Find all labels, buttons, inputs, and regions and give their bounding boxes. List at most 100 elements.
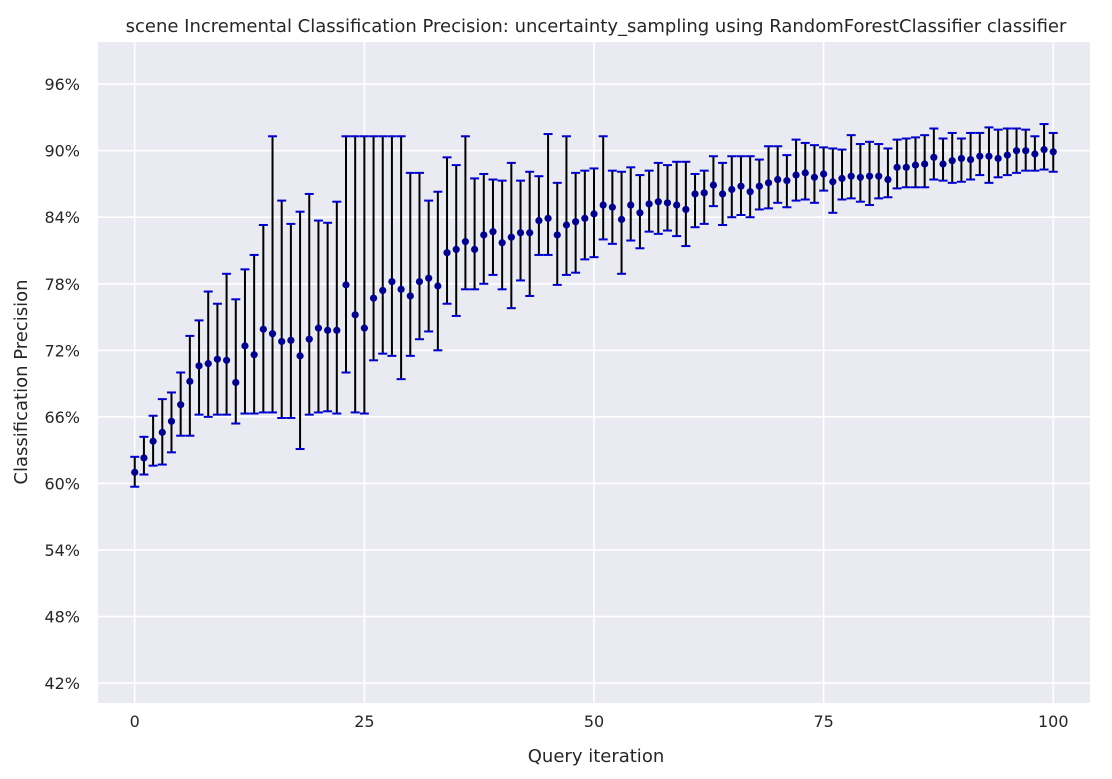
data-point	[452, 245, 460, 253]
data-point	[470, 245, 479, 253]
data-point	[1049, 148, 1057, 156]
data-point	[443, 249, 451, 257]
data-point	[351, 311, 359, 319]
data-point	[893, 163, 901, 171]
data-point	[250, 351, 258, 359]
data-point	[911, 161, 920, 169]
y-tick-label: 78%	[44, 275, 80, 294]
data-point	[820, 170, 828, 178]
y-tick-label: 66%	[44, 408, 80, 427]
data-point	[296, 352, 304, 360]
data-point	[985, 152, 993, 160]
data-point	[792, 171, 800, 179]
data-point	[1031, 150, 1039, 158]
data-point	[718, 190, 727, 198]
data-point	[406, 292, 414, 300]
data-point	[617, 215, 626, 224]
data-point	[829, 178, 837, 186]
x-tick-label: 75	[813, 712, 833, 731]
data-point	[801, 169, 809, 177]
data-point	[195, 362, 203, 370]
data-point	[544, 214, 552, 222]
x-tick-label: 0	[130, 712, 140, 731]
data-point	[489, 228, 497, 236]
data-point	[213, 355, 222, 363]
x-axis-label: Query iteration	[528, 746, 664, 767]
data-point	[388, 277, 396, 286]
data-point	[976, 152, 984, 160]
data-point	[498, 239, 506, 247]
data-point	[232, 378, 240, 387]
data-point	[553, 231, 561, 239]
data-point	[865, 172, 874, 180]
data-point	[480, 231, 488, 239]
data-point	[259, 325, 267, 333]
y-tick-label: 72%	[44, 341, 80, 360]
data-point	[1022, 147, 1030, 155]
data-point	[737, 182, 745, 190]
data-point	[268, 330, 277, 338]
y-tick-label: 60%	[44, 474, 80, 493]
data-point	[369, 294, 378, 302]
data-point	[948, 157, 956, 165]
data-point	[599, 201, 607, 209]
data-point	[360, 324, 368, 332]
data-point	[673, 201, 681, 209]
data-point	[682, 205, 690, 214]
data-point	[434, 282, 442, 290]
data-point	[1003, 151, 1011, 159]
y-tick-label: 96%	[44, 75, 80, 94]
data-point	[783, 177, 791, 185]
data-point	[572, 218, 580, 226]
data-point	[728, 185, 736, 194]
grid	[98, 42, 1090, 703]
data-point	[691, 190, 699, 198]
data-point	[167, 417, 176, 425]
data-point	[764, 179, 773, 187]
data-point	[921, 160, 929, 168]
data-point	[856, 173, 864, 181]
data-point	[994, 154, 1002, 163]
data-point	[884, 175, 892, 184]
y-tick-label: 84%	[44, 208, 80, 227]
data-point	[966, 155, 975, 164]
data-point	[526, 229, 534, 237]
y-tick-label: 48%	[44, 607, 80, 626]
data-point	[590, 210, 598, 218]
data-point	[875, 172, 883, 180]
x-tick-label: 50	[584, 712, 604, 731]
data-point	[774, 175, 782, 184]
data-point	[746, 188, 754, 196]
data-point	[562, 221, 571, 229]
y-tick-label: 90%	[44, 142, 80, 161]
data-point	[140, 454, 148, 462]
data-point	[461, 238, 470, 246]
data-point	[810, 173, 819, 181]
data-point	[342, 281, 350, 289]
data-point	[324, 326, 332, 334]
data-point	[158, 428, 166, 436]
data-point	[204, 360, 212, 368]
data-point	[535, 216, 543, 225]
data-point	[131, 468, 139, 476]
data-point	[581, 214, 589, 222]
data-point	[415, 277, 424, 286]
x-tick-label: 100	[1038, 712, 1069, 731]
data-point	[755, 182, 763, 190]
data-point	[516, 229, 525, 237]
x-tick-labels: 0 25 50 75 100	[130, 712, 1069, 731]
data-point	[709, 181, 718, 189]
data-point	[149, 437, 157, 445]
data-point	[305, 335, 313, 343]
data-point	[608, 203, 616, 211]
data-point	[397, 285, 405, 293]
data-point	[287, 336, 295, 344]
data-point	[700, 189, 708, 197]
data-point	[645, 200, 653, 208]
data-point	[222, 356, 231, 364]
data-point	[177, 401, 185, 409]
data-point	[627, 201, 635, 209]
data-point	[278, 337, 286, 346]
data-point	[957, 154, 966, 163]
